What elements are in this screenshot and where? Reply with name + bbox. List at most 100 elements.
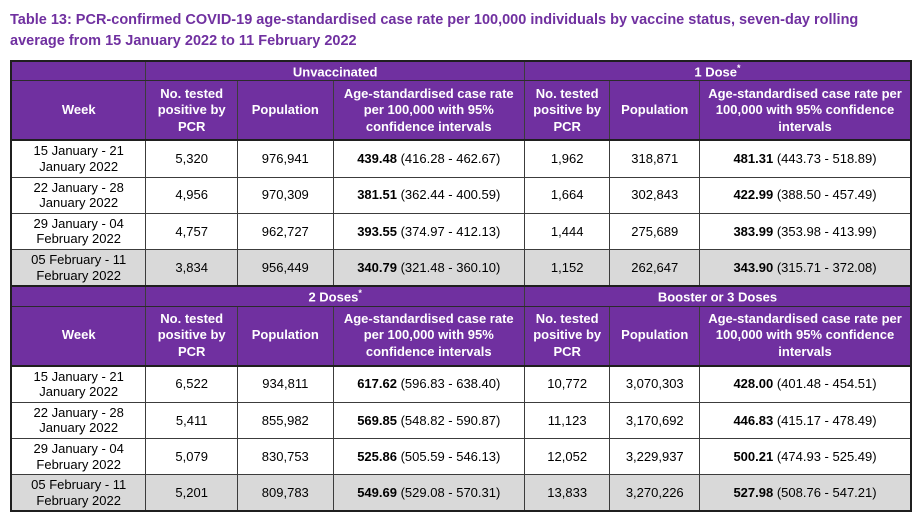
rate-value: 428.00 xyxy=(733,376,774,392)
rate-cell: 381.51 (362.44 - 400.59) xyxy=(332,176,525,214)
tested-column-header: No. tested positive by PCR xyxy=(523,80,611,142)
week-column-header: Week xyxy=(10,80,147,142)
week-column-header: Week xyxy=(10,305,147,367)
week-cell: 29 January - 04 February 2022 xyxy=(10,437,147,476)
population-column-header: Population xyxy=(236,305,334,367)
tested-cell: 13,833 xyxy=(523,474,611,512)
rate-value: 381.51 xyxy=(357,187,397,203)
rate-value: 617.62 xyxy=(357,376,397,392)
confidence-interval: (505.59 - 546.13) xyxy=(400,448,501,464)
confidence-interval: (416.28 - 462.67) xyxy=(400,151,501,167)
table-row-highlighted: 05 February - 11 February 2022 5,201 809… xyxy=(10,474,912,512)
rate-value: 481.31 xyxy=(733,151,774,167)
rate-value: 525.86 xyxy=(357,448,397,464)
rate-cell: 549.69 (529.08 - 570.31) xyxy=(332,474,525,512)
population-cell: 3,070,303 xyxy=(609,365,701,403)
rate-column-header: Age-standardised case rate per 100,000 w… xyxy=(332,305,525,367)
tested-cell: 1,962 xyxy=(523,139,611,178)
population-column-header: Population xyxy=(609,80,701,142)
confidence-interval: (596.83 - 638.40) xyxy=(400,376,501,392)
rate-value: 439.48 xyxy=(357,151,397,167)
table-title: Table 13: PCR-confirmed COVID-19 age-sta… xyxy=(10,12,859,49)
group-header-unvaccinated: Unvaccinated xyxy=(145,60,525,82)
table-row: 22 January - 28 January 2022 4,956 970,3… xyxy=(10,176,912,214)
population-cell: 830,753 xyxy=(236,437,334,476)
week-cell: 29 January - 04 February 2022 xyxy=(10,212,147,251)
confidence-interval: (401.48 - 454.51) xyxy=(776,376,877,392)
rate-column-header: Age-standardised case rate per 100,000 w… xyxy=(699,305,912,367)
rate-value: 527.98 xyxy=(733,484,774,500)
rate-cell: 500.21 (474.93 - 525.49) xyxy=(699,437,912,476)
rate-cell: 569.85 (548.82 - 590.87) xyxy=(332,401,525,439)
confidence-interval: (353.98 - 413.99) xyxy=(776,223,877,239)
rate-cell: 446.83 (415.17 - 478.49) xyxy=(699,401,912,439)
tested-cell: 11,123 xyxy=(523,401,611,439)
rate-cell: 439.48 (416.28 - 462.67) xyxy=(332,139,525,178)
tested-cell: 1,444 xyxy=(523,212,611,251)
column-header-row: Week No. tested positive by PCR Populati… xyxy=(10,80,912,142)
tested-cell: 5,411 xyxy=(145,401,238,439)
tested-cell: 10,772 xyxy=(523,365,611,403)
rate-cell: 481.31 (443.73 - 518.89) xyxy=(699,139,912,178)
population-cell: 855,982 xyxy=(236,401,334,439)
rate-value: 383.99 xyxy=(733,223,774,239)
confidence-interval: (315.71 - 372.08) xyxy=(776,259,877,275)
population-column-header: Population xyxy=(236,80,334,142)
population-cell: 970,309 xyxy=(236,176,334,214)
population-cell: 934,811 xyxy=(236,365,334,403)
tested-column-header: No. tested positive by PCR xyxy=(145,80,238,142)
table-row: 15 January - 21 January 2022 5,320 976,9… xyxy=(10,139,912,178)
population-cell: 3,270,226 xyxy=(609,474,701,512)
group-spacer-cell xyxy=(10,285,147,307)
confidence-interval: (474.93 - 525.49) xyxy=(776,448,877,464)
confidence-interval: (362.44 - 400.59) xyxy=(400,187,501,203)
table-row: 29 January - 04 February 2022 4,757 962,… xyxy=(10,212,912,251)
tested-cell: 4,757 xyxy=(145,212,238,251)
confidence-interval: (529.08 - 570.31) xyxy=(400,484,501,500)
rate-value: 446.83 xyxy=(733,412,774,428)
tested-cell: 5,079 xyxy=(145,437,238,476)
population-cell: 809,783 xyxy=(236,474,334,512)
table-row: 15 January - 21 January 2022 6,522 934,8… xyxy=(10,365,912,403)
confidence-interval: (415.17 - 478.49) xyxy=(776,412,877,428)
table-row-highlighted: 05 February - 11 February 2022 3,834 956… xyxy=(10,249,912,287)
week-cell: 05 February - 11 February 2022 xyxy=(10,474,147,512)
column-header-row: Week No. tested positive by PCR Populati… xyxy=(10,305,912,367)
population-cell: 976,941 xyxy=(236,139,334,178)
tested-column-header: No. tested positive by PCR xyxy=(523,305,611,367)
confidence-interval: (374.97 - 412.13) xyxy=(400,223,501,239)
group-header-2-doses: 2 Doses* xyxy=(145,285,525,307)
confidence-interval: (548.82 - 590.87) xyxy=(400,412,501,428)
tested-cell: 1,152 xyxy=(523,249,611,287)
rate-cell: 393.55 (374.97 - 412.13) xyxy=(332,212,525,251)
rate-cell: 383.99 (353.98 - 413.99) xyxy=(699,212,912,251)
population-cell: 275,689 xyxy=(609,212,701,251)
table-row: 29 January - 04 February 2022 5,079 830,… xyxy=(10,437,912,476)
rate-value: 549.69 xyxy=(357,484,397,500)
tested-cell: 6,522 xyxy=(145,365,238,403)
rate-cell: 340.79 (321.48 - 360.10) xyxy=(332,249,525,287)
week-cell: 22 January - 28 January 2022 xyxy=(10,176,147,214)
population-column-header: Population xyxy=(609,305,701,367)
tested-cell: 4,956 xyxy=(145,176,238,214)
rate-value: 422.99 xyxy=(733,187,774,203)
document-page: Table 13: PCR-confirmed COVID-19 age-sta… xyxy=(10,12,912,512)
tested-cell: 5,201 xyxy=(145,474,238,512)
confidence-interval: (321.48 - 360.10) xyxy=(400,259,501,275)
rate-column-header: Age-standardised case rate per 100,000 w… xyxy=(699,80,912,142)
tested-cell: 3,834 xyxy=(145,249,238,287)
population-cell: 318,871 xyxy=(609,139,701,178)
tested-cell: 5,320 xyxy=(145,139,238,178)
rate-value: 393.55 xyxy=(357,223,397,239)
rate-cell: 343.90 (315.71 - 372.08) xyxy=(699,249,912,287)
confidence-interval: (508.76 - 547.21) xyxy=(776,484,877,500)
population-cell: 3,170,692 xyxy=(609,401,701,439)
rate-value: 500.21 xyxy=(733,448,774,464)
rate-cell: 527.98 (508.76 - 547.21) xyxy=(699,474,912,512)
confidence-interval: (388.50 - 457.49) xyxy=(776,187,877,203)
tested-column-header: No. tested positive by PCR xyxy=(145,305,238,367)
tested-cell: 12,052 xyxy=(523,437,611,476)
group-header-row: 2 Doses* Booster or 3 Doses xyxy=(10,285,912,307)
table-row: 22 January - 28 January 2022 5,411 855,9… xyxy=(10,401,912,439)
group-spacer-cell xyxy=(10,60,147,82)
